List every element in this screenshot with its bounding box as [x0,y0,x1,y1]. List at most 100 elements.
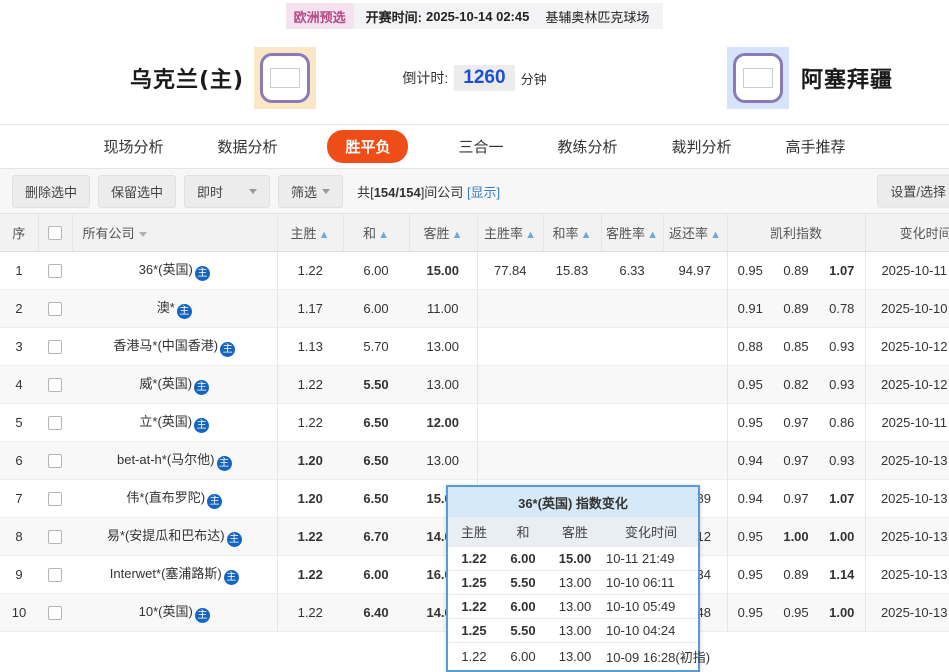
header-home-win-label: 主胜 [290,225,317,241]
cell-select[interactable] [38,365,72,404]
popup-row: 1.22 6.00 13.00 10-09 16:28(初指) [448,642,710,670]
table-row[interactable]: 7伟*(直布罗陀)主1.206.5015.0079.0814.606.3394.… [0,479,949,518]
cell-company[interactable]: bet-at-h*(马尔他) 主 [72,441,278,480]
cell-company[interactable]: 36*(英国) 主 [72,251,278,290]
tab-three-in-one[interactable]: 三合一 [458,138,504,156]
cell-kelly-away: 0.86 [819,403,866,442]
row-checkbox[interactable] [48,605,62,620]
select-all-checkbox[interactable] [48,226,62,241]
header-company[interactable]: 所有公司 [72,214,278,252]
cell-select[interactable] [38,555,72,594]
cell-company[interactable]: 10*(英国) 主 [72,593,278,632]
delete-selected-button[interactable]: 删除选中 [12,174,91,208]
cell-select[interactable] [38,517,72,556]
home-team-block: 乌克兰(主) [130,47,317,109]
cell-company[interactable]: 易*(安提瓜和巴布达) 主 [72,517,278,556]
row-checkbox[interactable] [48,339,62,354]
cell-draw-rate [543,403,601,442]
tab-referee-analysis[interactable]: 裁判分析 [671,138,732,156]
table-row[interactable]: 4 威*(英国) 主 1.22 5.50 13.00 0.95 0.82 0.93 2025-10… [0,365,949,404]
cell-draw: 5.50 [343,365,409,404]
header-draw-label: 和 [363,225,377,241]
popup-row: 1.22 6.00 15.00 10-11 21:49 [448,546,698,571]
cell-company[interactable]: 伟*(直布罗陀) 主 [72,479,278,518]
header-draw[interactable]: 和 ▲ [343,214,410,252]
row-checkbox[interactable] [48,453,62,468]
cell-select[interactable] [38,403,72,442]
venue-name: 基辅奥林匹克球场 [545,9,650,25]
show-link[interactable]: [显示] [466,184,501,200]
cell-kelly-away: 0.78 [819,289,866,328]
popup-cell-draw: 5.50 [500,618,546,643]
tab-expert-picks[interactable]: 高手推荐 [785,138,846,156]
row-checkbox[interactable] [48,415,62,430]
cell-kelly-draw: 0.95 [773,593,819,632]
cell-select[interactable] [38,251,72,290]
cell-company[interactable]: 立*(英国) 主 [72,403,278,442]
header-change-time[interactable]: 变化时间▲ [865,214,949,252]
mode-dropdown[interactable]: 即时 [184,174,271,208]
cell-away-win: 11.00 [409,289,478,328]
cell-select[interactable] [38,479,72,518]
cell-kelly-away: 1.00 [819,593,866,632]
cell-select[interactable] [38,289,72,328]
home-indicator-icon: 主 [207,494,223,510]
tab-data-analysis[interactable]: 数据分析 [217,138,278,156]
cell-kelly-home: 0.88 [727,327,773,366]
keep-selected-button[interactable]: 保留选中 [98,174,177,208]
cell-index: 9 [0,555,38,594]
countdown-value: 1260 [454,65,515,91]
cell-draw: 6.70 [343,517,409,556]
table-row[interactable]: 3 香港马*(中国香港) 主 1.13 5.70 13.00 0.88 0.85 0.93 202… [0,327,949,366]
cell-away-win-rate [601,403,663,442]
header-company-label: 所有公司 [82,225,135,241]
tab-live-analysis[interactable]: 现场分析 [103,138,164,156]
cell-kelly-away: 0.93 [819,441,866,480]
header-home-win[interactable]: 主胜 ▲ [277,214,344,252]
popup-header-home: 主胜 [448,517,500,547]
row-checkbox[interactable] [48,377,62,392]
cell-select[interactable] [38,441,72,480]
header-away-win-rate[interactable]: 客胜率 ▲ [601,214,664,252]
popup-header-time: 变化时间 [604,517,698,547]
match-info-inner: 欧洲预选 开赛时间: 2025-10-14 02:45 基辅奥林匹克球场 [285,3,664,29]
cell-return-rate [663,289,728,328]
cell-draw-rate [543,327,601,366]
filter-dropdown[interactable]: 筛选 [278,174,344,208]
table-row[interactable]: 2 澳* 主 1.17 6.00 11.00 0.91 0.89 0.78 2025-10-10 … [0,289,949,328]
cell-select[interactable] [38,593,72,632]
league-badge: 欧洲预选 [285,3,354,29]
cell-kelly-draw: 0.97 [773,479,819,518]
cell-kelly-home: 0.95 [727,251,773,290]
filter-dropdown-label: 筛选 [291,184,318,200]
tab-win-draw-lose[interactable]: 胜平负 [327,130,409,163]
table-row[interactable]: 6 bet-at-h*(马尔他) 主 1.20 6.50 13.00 0.94 0.97 0.9… [0,441,949,480]
cell-kelly-away: 0.93 [819,365,866,404]
row-checkbox[interactable] [48,529,62,544]
row-checkbox[interactable] [48,263,62,278]
cell-kelly-home: 0.95 [727,517,773,556]
header-draw-rate[interactable]: 和率 ▲ [543,214,602,252]
settings-button[interactable]: 设置/选择 [877,174,949,208]
header-home-win-rate[interactable]: 主胜率 ▲ [477,214,544,252]
cell-company[interactable]: 澳* 主 [72,289,278,328]
cell-company[interactable]: Interwet*(塞浦路斯) 主 [72,555,278,594]
header-select-all[interactable] [38,214,73,252]
table-row[interactable]: 1 36*(英国) 主 1.22 6.00 15.00 77.84 15.83 6.33 94.9… [0,251,949,290]
row-checkbox[interactable] [48,491,62,506]
tab-coach-analysis[interactable]: 教练分析 [557,138,618,156]
cell-select[interactable] [38,327,72,366]
table-row[interactable]: 5 立*(英国) 主 1.22 6.50 12.00 0.95 0.97 0.86 2025-10… [0,403,949,442]
home-indicator-icon: 主 [216,456,232,472]
header-away-win[interactable]: 客胜 ▲ [409,214,478,252]
cell-return-rate [663,327,728,366]
cell-company[interactable]: 威*(英国) 主 [72,365,278,404]
cell-company[interactable]: 香港马*(中国香港) 主 [72,327,278,366]
header-return-rate[interactable]: 返还率 ▲ [663,214,728,252]
header-draw-rate-label: 和率 [552,225,579,241]
row-checkbox[interactable] [48,567,62,582]
row-checkbox[interactable] [48,301,62,316]
cell-change-time: 2025-10-10 21:07 [865,289,949,328]
cell-away-win-rate [601,327,663,366]
cell-away-win: 15.00 [409,251,478,290]
